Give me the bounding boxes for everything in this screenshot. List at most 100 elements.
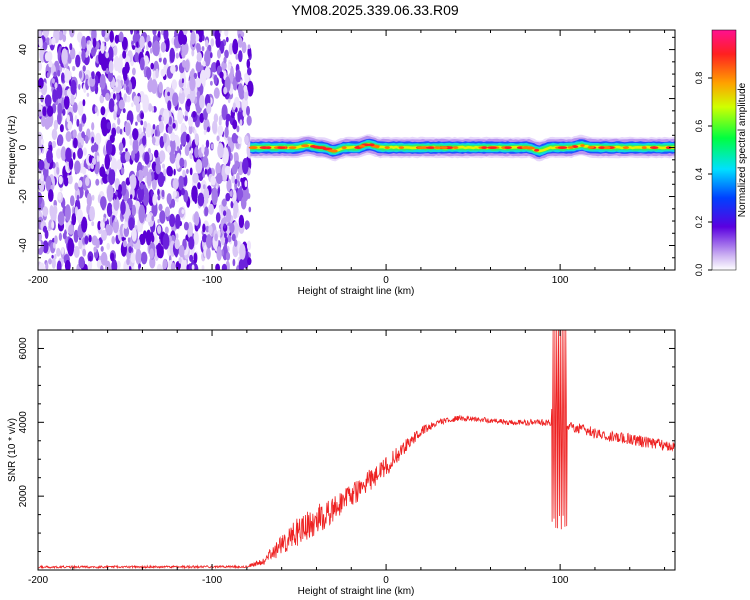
noise-speckle bbox=[158, 120, 164, 133]
noise-speckle bbox=[210, 175, 216, 186]
noise-speckle bbox=[122, 240, 127, 248]
noise-speckle bbox=[114, 194, 117, 200]
noise-speckle bbox=[186, 168, 189, 174]
noise-speckle bbox=[246, 58, 251, 69]
noise-speckle bbox=[44, 94, 52, 107]
noise-speckle bbox=[155, 162, 161, 175]
noise-speckle bbox=[233, 239, 238, 247]
signal-peak bbox=[327, 149, 338, 153]
noise-speckle bbox=[235, 69, 242, 83]
noise-speckle bbox=[195, 60, 202, 73]
signal-peak bbox=[481, 146, 488, 150]
signal-peak bbox=[425, 146, 436, 150]
noise-speckle bbox=[114, 216, 118, 223]
noise-speckle bbox=[42, 106, 47, 117]
noise-speckle bbox=[164, 226, 169, 234]
noise-speckle bbox=[213, 87, 220, 99]
snr-x-tick-label: 100 bbox=[552, 575, 569, 586]
noise-speckle bbox=[90, 163, 94, 170]
noise-speckle bbox=[237, 187, 244, 202]
noise-speckle bbox=[175, 214, 181, 229]
noise-speckle bbox=[90, 145, 96, 153]
noise-speckle bbox=[100, 265, 104, 270]
chart-title: YM08.2025.339.06.33.R09 bbox=[291, 2, 459, 18]
noise-speckle bbox=[92, 157, 96, 165]
noise-speckle bbox=[239, 119, 243, 126]
noise-speckle bbox=[174, 238, 180, 250]
noise-speckle bbox=[210, 38, 215, 47]
noise-speckle bbox=[101, 30, 106, 38]
noise-speckle bbox=[239, 107, 242, 113]
noise-speckle bbox=[151, 203, 158, 217]
noise-speckle bbox=[210, 80, 213, 86]
noise-speckle bbox=[77, 147, 83, 159]
noise-speckle bbox=[76, 194, 80, 201]
noise-speckle bbox=[181, 209, 185, 215]
noise-speckle bbox=[167, 100, 172, 111]
noise-speckle bbox=[75, 54, 81, 68]
noise-speckle bbox=[186, 98, 192, 107]
noise-speckle bbox=[170, 262, 176, 270]
noise-speckle bbox=[236, 125, 240, 133]
noise-speckle bbox=[84, 235, 89, 245]
noise-speckle bbox=[54, 235, 58, 245]
noise-speckle bbox=[158, 52, 162, 59]
noise-speckle bbox=[38, 239, 42, 249]
noise-speckle bbox=[57, 191, 62, 201]
noise-speckle bbox=[91, 235, 98, 246]
noise-speckle bbox=[213, 74, 218, 86]
noise-speckle bbox=[189, 86, 196, 103]
noise-speckle bbox=[57, 134, 64, 147]
noise-speckle bbox=[210, 143, 214, 150]
noise-speckle bbox=[201, 144, 205, 154]
noise-speckle bbox=[196, 42, 200, 52]
noise-speckle bbox=[244, 220, 250, 230]
noise-speckle bbox=[106, 202, 113, 217]
noise-speckle bbox=[72, 65, 76, 72]
noise-speckle bbox=[70, 79, 77, 96]
signal-peak bbox=[301, 144, 310, 148]
noise-speckle bbox=[193, 211, 200, 226]
noise-speckle bbox=[194, 133, 200, 146]
noise-speckle bbox=[202, 34, 205, 42]
noise-speckle bbox=[81, 49, 86, 61]
noise-speckle bbox=[242, 109, 247, 118]
noise-speckle bbox=[78, 239, 83, 250]
noise-speckle bbox=[157, 171, 165, 187]
signal-peak bbox=[417, 146, 425, 150]
noise-speckle bbox=[206, 126, 211, 133]
noise-speckle bbox=[229, 190, 233, 197]
noise-speckle bbox=[199, 94, 205, 109]
noise-speckle bbox=[157, 30, 161, 38]
noise-speckle bbox=[182, 169, 186, 178]
noise-speckle bbox=[125, 177, 131, 186]
noise-speckle bbox=[140, 251, 148, 265]
noise-speckle bbox=[216, 246, 222, 261]
noise-speckle bbox=[181, 188, 186, 196]
snr-x-tick-label: 0 bbox=[383, 575, 389, 586]
noise-speckle bbox=[161, 116, 165, 122]
noise-speckle bbox=[64, 259, 71, 270]
noise-speckle bbox=[68, 70, 72, 80]
noise-speckle bbox=[196, 52, 202, 63]
noise-speckle bbox=[51, 37, 56, 46]
noise-speckle bbox=[205, 234, 212, 249]
noise-speckle bbox=[202, 184, 206, 190]
colorbar-ticks: 0.0 0.2 0.4 0.6 0.8 bbox=[694, 72, 712, 276]
noise-speckle bbox=[68, 174, 73, 185]
noise-speckle bbox=[108, 46, 114, 61]
noise-speckle bbox=[160, 68, 166, 77]
noise-speckle bbox=[131, 227, 137, 242]
noise-speckle bbox=[206, 102, 212, 115]
noise-speckle bbox=[41, 115, 46, 128]
noise-speckle bbox=[105, 51, 109, 59]
noise-speckle bbox=[137, 185, 145, 203]
noise-speckle bbox=[95, 132, 102, 145]
colorbar-label: Normalized spectral amplitude bbox=[737, 82, 748, 217]
noise-speckle bbox=[203, 129, 207, 135]
noise-speckle bbox=[81, 131, 85, 139]
noise-speckle bbox=[231, 233, 236, 242]
noise-speckle bbox=[82, 248, 87, 257]
noise-speckle bbox=[218, 119, 222, 126]
spectrogram-y-label: Frequency (Hz) bbox=[7, 116, 18, 185]
